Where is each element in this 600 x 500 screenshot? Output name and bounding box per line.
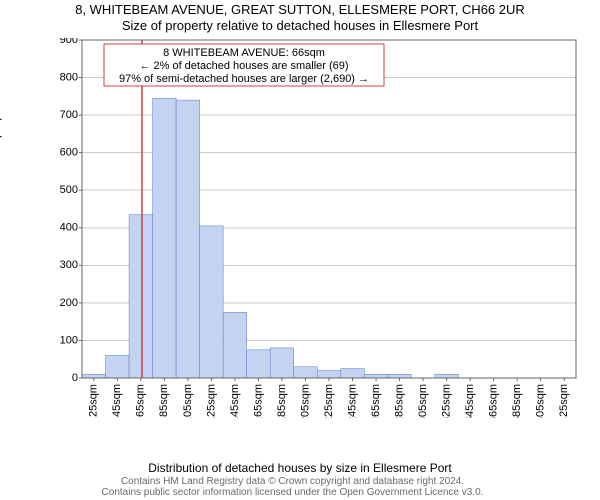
x-tick-label: 325sqm — [441, 384, 453, 418]
x-tick-label: 385sqm — [511, 384, 523, 418]
histogram-bar — [129, 215, 153, 378]
x-axis-label: Distribution of detached houses by size … — [0, 461, 600, 475]
y-axis-label: Number of detached properties — [0, 85, 2, 250]
x-tick-label: 165sqm — [252, 384, 264, 418]
histogram-bar — [106, 355, 130, 378]
x-tick-label: 65sqm — [135, 384, 147, 417]
footer-line-2: Contains public sector information licen… — [102, 487, 484, 498]
x-tick-label: 105sqm — [182, 384, 194, 418]
histogram-plot: 0 100 200 300 400 500 600 700 800 900 25sqm 45sqm 65… — [52, 38, 582, 418]
x-tick-label: 45sqm — [111, 384, 123, 417]
histogram-bar — [294, 367, 318, 378]
histogram-bar — [82, 374, 106, 378]
x-tick-label: 345sqm — [464, 384, 476, 418]
x-tick-label: 185sqm — [276, 384, 288, 418]
annotation-line-2: ← 2% of detached houses are smaller (69) — [139, 60, 348, 72]
x-tick-label: 25sqm — [88, 384, 100, 417]
y-tick-label: 800 — [60, 71, 78, 83]
y-tick-label: 900 — [60, 38, 78, 46]
y-tick-label: 200 — [60, 297, 78, 309]
x-tick-label: 85sqm — [158, 384, 170, 417]
y-tick-label: 300 — [60, 259, 78, 271]
histogram-bar — [317, 370, 341, 378]
histogram-bar — [176, 100, 200, 378]
x-tick-label: 205sqm — [299, 384, 311, 418]
histogram-bar — [223, 312, 247, 378]
x-tick-label: 265sqm — [370, 384, 382, 418]
histogram-bar — [247, 350, 271, 378]
attribution-footer: Contains HM Land Registry data © Crown c… — [0, 476, 600, 498]
x-tick-label: 365sqm — [488, 384, 500, 418]
annotation-line-1: 8 WHITEBEAM AVENUE: 66sqm — [163, 47, 325, 59]
y-tick-label: 0 — [72, 372, 78, 384]
chart-title-main: 8, WHITEBEAM AVENUE, GREAT SUTTON, ELLES… — [0, 2, 600, 17]
histogram-bar — [153, 98, 177, 378]
y-tick-label: 600 — [60, 147, 78, 159]
x-tick-label: 305sqm — [417, 384, 429, 418]
y-tick-label: 400 — [60, 222, 78, 234]
y-tick-label: 100 — [60, 334, 78, 346]
histogram-bar — [388, 374, 412, 378]
histogram-bar — [200, 226, 224, 378]
x-tick-label: 425sqm — [558, 384, 570, 418]
y-tick-label: 700 — [60, 109, 78, 121]
chart-title-sub: Size of property relative to detached ho… — [0, 18, 600, 33]
x-tick-label: 405sqm — [535, 384, 547, 418]
x-tick-label: 245sqm — [346, 384, 358, 418]
histogram-bar — [270, 348, 294, 378]
x-tick-label: 285sqm — [393, 384, 405, 418]
histogram-bar — [341, 369, 365, 378]
y-tick-label: 500 — [60, 184, 78, 196]
histogram-bar — [364, 374, 388, 378]
annotation-line-3: 97% of semi-detached houses are larger (… — [119, 73, 369, 85]
x-tick-label: 225sqm — [323, 384, 335, 418]
histogram-bar — [435, 374, 459, 378]
x-tick-label: 125sqm — [205, 384, 217, 418]
x-tick-label: 145sqm — [229, 384, 241, 418]
footer-line-1: Contains HM Land Registry data © Crown c… — [121, 476, 464, 487]
